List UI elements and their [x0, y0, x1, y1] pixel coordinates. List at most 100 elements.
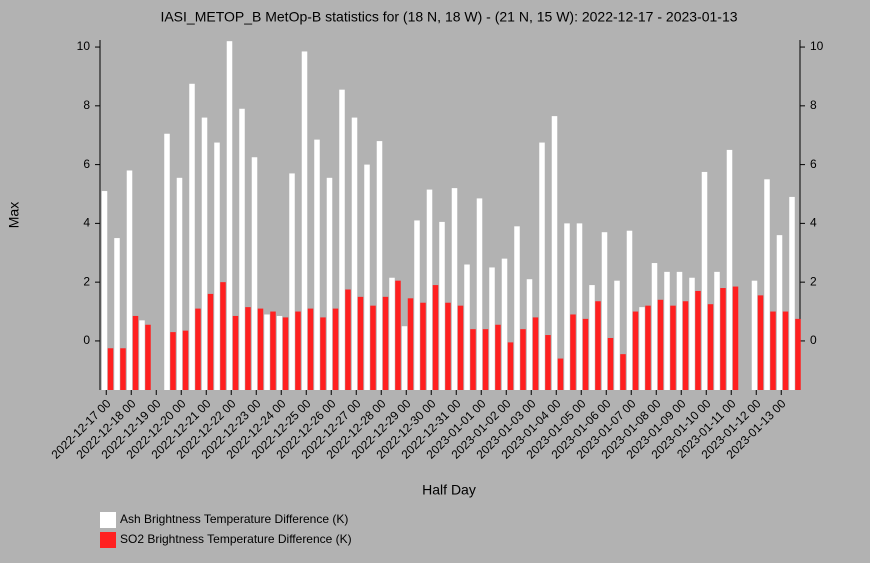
bar	[482, 329, 489, 390]
chart-title: IASI_METOP_B MetOp-B statistics for (18 …	[160, 9, 737, 25]
bar	[132, 315, 139, 390]
bar	[370, 305, 376, 390]
legend-swatch	[100, 512, 116, 528]
bar	[582, 318, 589, 390]
bar	[489, 267, 495, 390]
bar	[282, 317, 289, 390]
bar	[732, 286, 739, 390]
bar	[214, 142, 220, 390]
bar	[776, 235, 783, 390]
bar	[326, 177, 333, 390]
y-tick-label: 10	[77, 39, 91, 53]
bar	[239, 108, 245, 390]
bar	[714, 271, 720, 390]
bar	[445, 302, 451, 390]
bar	[439, 221, 445, 390]
bar	[782, 311, 789, 390]
bar	[414, 220, 420, 390]
legend-label: Ash Brightness Temperature Difference (K…	[120, 512, 348, 526]
bar	[426, 189, 433, 390]
bar	[139, 320, 145, 390]
bar	[539, 142, 545, 390]
bar	[532, 317, 539, 390]
bar	[189, 83, 195, 390]
bar	[607, 337, 614, 390]
bar	[614, 280, 620, 390]
bar	[689, 277, 695, 390]
bar	[645, 305, 651, 390]
bar	[626, 230, 633, 390]
bar	[251, 157, 258, 390]
bar	[207, 293, 214, 390]
bar	[201, 117, 208, 391]
bar	[226, 41, 233, 391]
bar	[670, 305, 676, 390]
bar	[545, 335, 551, 390]
bar	[764, 179, 770, 390]
bar	[551, 116, 558, 390]
y-tick-label: 8	[83, 98, 90, 112]
bar	[757, 295, 764, 390]
bar	[795, 318, 801, 390]
bar	[526, 279, 533, 390]
bar	[345, 289, 351, 390]
bar	[182, 330, 189, 390]
bar	[432, 285, 439, 390]
bar	[220, 282, 226, 390]
bar	[320, 317, 326, 390]
legend-swatch	[100, 532, 116, 548]
bar	[570, 314, 576, 390]
bar	[270, 311, 276, 390]
bar	[170, 332, 176, 390]
bar	[357, 296, 364, 390]
bar	[176, 177, 183, 390]
bar	[289, 173, 295, 390]
x-axis-label: Half Day	[422, 482, 476, 498]
bar	[726, 149, 733, 390]
bar	[664, 271, 670, 390]
y2-tick-label: 6	[810, 157, 817, 171]
bar	[351, 117, 358, 391]
bar	[632, 311, 639, 390]
bar	[707, 304, 714, 390]
bar	[295, 311, 301, 390]
bar	[514, 226, 520, 390]
bar	[376, 141, 383, 390]
bar	[620, 354, 626, 390]
bar	[389, 277, 395, 390]
bar	[657, 299, 664, 390]
bar	[601, 232, 608, 390]
bar	[639, 307, 645, 390]
y2-tick-label: 0	[810, 333, 817, 347]
bar	[651, 263, 658, 390]
y2-tick-label: 2	[810, 274, 817, 288]
bar	[507, 342, 514, 390]
bar	[164, 133, 170, 390]
bar	[420, 302, 426, 390]
bar	[720, 288, 726, 390]
y2-tick-label: 8	[810, 98, 817, 112]
bar	[557, 358, 564, 390]
bar	[520, 329, 526, 390]
bar	[314, 139, 320, 390]
bar	[595, 301, 601, 390]
bar	[126, 170, 133, 390]
bar	[576, 223, 583, 390]
bar	[276, 315, 283, 390]
bar	[695, 290, 701, 390]
bar	[751, 280, 758, 390]
bar	[232, 315, 239, 390]
bar	[332, 308, 339, 390]
y-tick-label: 0	[83, 333, 90, 347]
bar	[195, 308, 201, 390]
bar	[307, 308, 314, 390]
bar	[245, 307, 251, 390]
bar	[301, 51, 308, 390]
bar	[401, 326, 408, 390]
bar	[407, 298, 414, 390]
bar	[107, 348, 114, 390]
bar	[495, 324, 501, 390]
bar	[589, 285, 595, 390]
